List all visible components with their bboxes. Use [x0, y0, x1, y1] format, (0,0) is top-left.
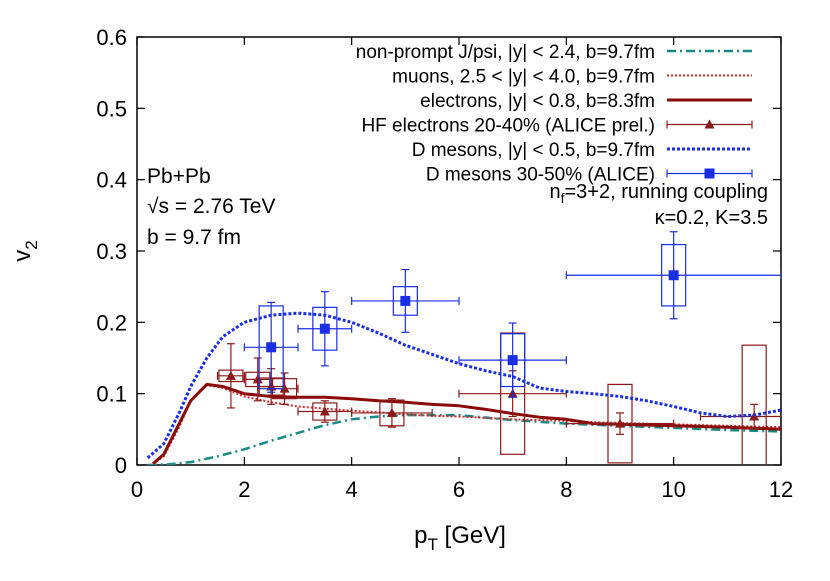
x-tick-label: 4: [346, 477, 358, 502]
triangle-marker: [319, 406, 330, 416]
square-marker: [668, 270, 679, 281]
x-tick-label: 8: [560, 477, 572, 502]
x-tick-label: 12: [769, 477, 793, 502]
triangle-marker: [225, 370, 236, 380]
legend-entry: non-prompt J/psi, |y| < 2.4, b=9.7fm: [356, 42, 752, 63]
y-tick-label: 0: [115, 453, 127, 478]
x-tick-label: 10: [661, 477, 685, 502]
legend-triangle-marker: [704, 119, 715, 129]
legend-label: HF electrons 20-40% (ALICE prel.): [361, 116, 655, 137]
y-axis-label: v2: [9, 240, 41, 261]
data-point: [565, 383, 675, 464]
legend: non-prompt J/psi, |y| < 2.4, b=9.7fm muon…: [356, 42, 753, 186]
data-layer: [146, 231, 781, 465]
data-point: [351, 268, 460, 333]
series-1: [152, 384, 781, 465]
data-point: [458, 322, 567, 398]
square-marker: [319, 323, 330, 334]
series-line: [152, 384, 781, 465]
x-tick-label: 6: [453, 477, 465, 502]
annotations: Pb+Pb √s = 2.76 TeV b = 9.7 fm nf=3+2, r…: [147, 165, 768, 249]
legend-entry: muons, 2.5 < |y| < 4.0, b=9.7fm: [392, 67, 752, 88]
legend-label: non-prompt J/psi, |y| < 2.4, b=9.7fm: [356, 42, 655, 63]
annotation-kappa: κ=0.2, K=3.5: [655, 207, 768, 229]
triangle-marker: [386, 407, 397, 417]
triangle-marker: [252, 374, 263, 384]
x-axis-label: pT [GeV]: [414, 522, 506, 554]
triangle-marker: [279, 383, 290, 393]
square-marker: [507, 355, 518, 366]
legend-label: D mesons 30-50% (ALICE): [426, 165, 655, 186]
data-point: [351, 398, 433, 428]
square-marker: [400, 295, 411, 306]
legend-entry: D mesons 30-50% (ALICE): [426, 165, 753, 186]
annotation-energy: √s = 2.76 TeV: [147, 195, 275, 218]
data-point: [297, 400, 353, 423]
annotation-coupling: nf=3+2, running coupling: [549, 181, 768, 206]
legend-label: D mesons, |y| < 0.5, b=9.7fm: [412, 140, 655, 161]
legend-entry: electrons, |y| < 0.8, b=8.3fm: [420, 91, 752, 112]
triangle-marker: [615, 418, 625, 428]
x-tick-label: 2: [238, 477, 250, 502]
axes: 0 2 4 6 8 10 12 0 0.1 0.2 0.3 0.4 0.5 0.6: [96, 25, 793, 502]
y-tick-label: 0.2: [96, 310, 127, 335]
legend-label: muons, 2.5 < |y| < 4.0, b=9.7fm: [392, 67, 655, 88]
series-4: [146, 311, 781, 460]
annotation-system: Pb+Pb: [147, 165, 211, 188]
data-point: [565, 231, 781, 320]
legend-entry: HF electrons 20-40% (ALICE prel.): [361, 116, 753, 137]
y-tick-label: 0.5: [96, 96, 127, 121]
series-0: [147, 413, 781, 465]
legend-square-marker: [704, 168, 715, 179]
annotation-impact: b = 9.7 fm: [147, 226, 241, 249]
series-line: [147, 413, 781, 465]
y-tick-label: 0.6: [96, 25, 127, 50]
y-tick-label: 0.3: [96, 239, 127, 264]
x-tick-label: 0: [131, 477, 143, 502]
square-marker: [266, 342, 277, 353]
legend-entry: D mesons, |y| < 0.5, b=9.7fm: [412, 140, 752, 161]
series-5: [243, 231, 781, 398]
legend-label: electrons, |y| < 0.8, b=8.3fm: [420, 91, 655, 112]
y-tick-label: 0.1: [96, 382, 127, 407]
data-point: [297, 291, 353, 367]
data-point: [243, 301, 299, 393]
data-point: [216, 343, 245, 409]
y-tick-label: 0.4: [96, 168, 127, 193]
series-line: [146, 311, 781, 460]
